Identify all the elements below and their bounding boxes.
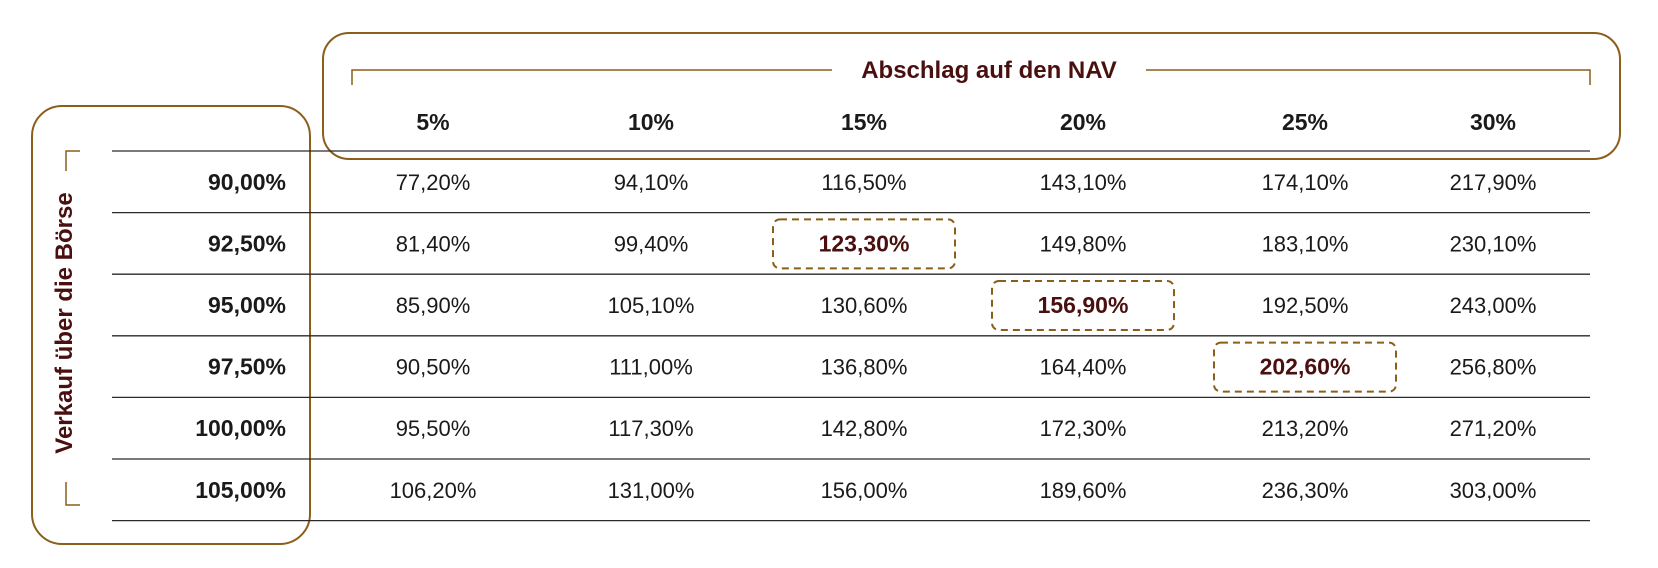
column-title: Abschlag auf den NAV [861,57,1117,84]
column-title-bracket-left [351,69,832,85]
table-cell: 116,50% [821,170,906,195]
table-cell: 142,80% [821,416,908,441]
table-cell: 213,20% [1262,416,1349,441]
table-cell: 85,90% [396,293,471,318]
table-cell: 131,00% [608,478,695,503]
table-cell: 156,00% [821,478,908,503]
table-cell: 172,30% [1040,416,1127,441]
row-title-bracket-bottom [65,482,80,506]
highlighted-cell: 123,30% [819,230,910,256]
table-cell: 99,40% [614,231,689,256]
table-cell: 230,10% [1450,231,1537,256]
table-cell: 106,20% [390,478,477,503]
highlight-box [772,218,956,270]
table-cell: 95,50% [396,416,471,441]
column-header: 25% [1282,109,1328,135]
column-header: 10% [628,109,674,135]
table-cell: 271,20% [1450,416,1537,441]
row-header: 95,00% [208,292,286,318]
table-cell: 256,80% [1450,355,1537,380]
table-cell: 111,00% [609,355,693,380]
row-header: 97,50% [208,354,286,380]
table-cell: 105,10% [608,293,695,318]
highlighted-cell: 156,90% [1038,292,1129,318]
table-cell: 183,10% [1262,231,1349,256]
table-cell: 243,00% [1450,293,1537,318]
row-title: Verkauf über die Börse [51,192,78,453]
table-cell: 90,50% [396,355,471,380]
table-cell: 174,10% [1262,170,1349,195]
row-header: 105,00% [195,477,286,503]
highlighted-cell: 202,60% [1260,354,1351,380]
highlight-box [1213,341,1397,393]
row-header: 92,50% [208,230,286,256]
row-header-frame [31,105,311,545]
table-cell: 303,00% [1450,478,1537,503]
table-cell: 149,80% [1040,231,1127,256]
column-header: 20% [1060,109,1106,135]
table-cell: 217,90% [1450,170,1537,195]
table-cell: 130,60% [821,293,908,318]
column-header: 30% [1470,109,1516,135]
row-header: 90,00% [208,169,286,195]
table-cell: 164,40% [1040,355,1127,380]
table-cell: 94,10% [614,170,689,195]
table-cell: 136,80% [821,355,908,380]
table-cell: 236,30% [1262,478,1349,503]
table-cell: 81,40% [396,231,471,256]
row-header: 100,00% [195,415,286,441]
table-cell: 77,20% [396,170,471,195]
column-header: 15% [841,109,887,135]
table-cell: 189,60% [1040,478,1127,503]
table-cell: 143,10% [1040,170,1127,195]
table-cell: 192,50% [1262,293,1349,318]
column-header-frame [322,32,1621,160]
row-title-bracket-top [65,150,80,171]
highlight-box [991,280,1175,331]
table-cell: 117,30% [608,416,693,441]
column-header: 5% [416,109,449,135]
column-title-bracket-right [1146,69,1591,85]
